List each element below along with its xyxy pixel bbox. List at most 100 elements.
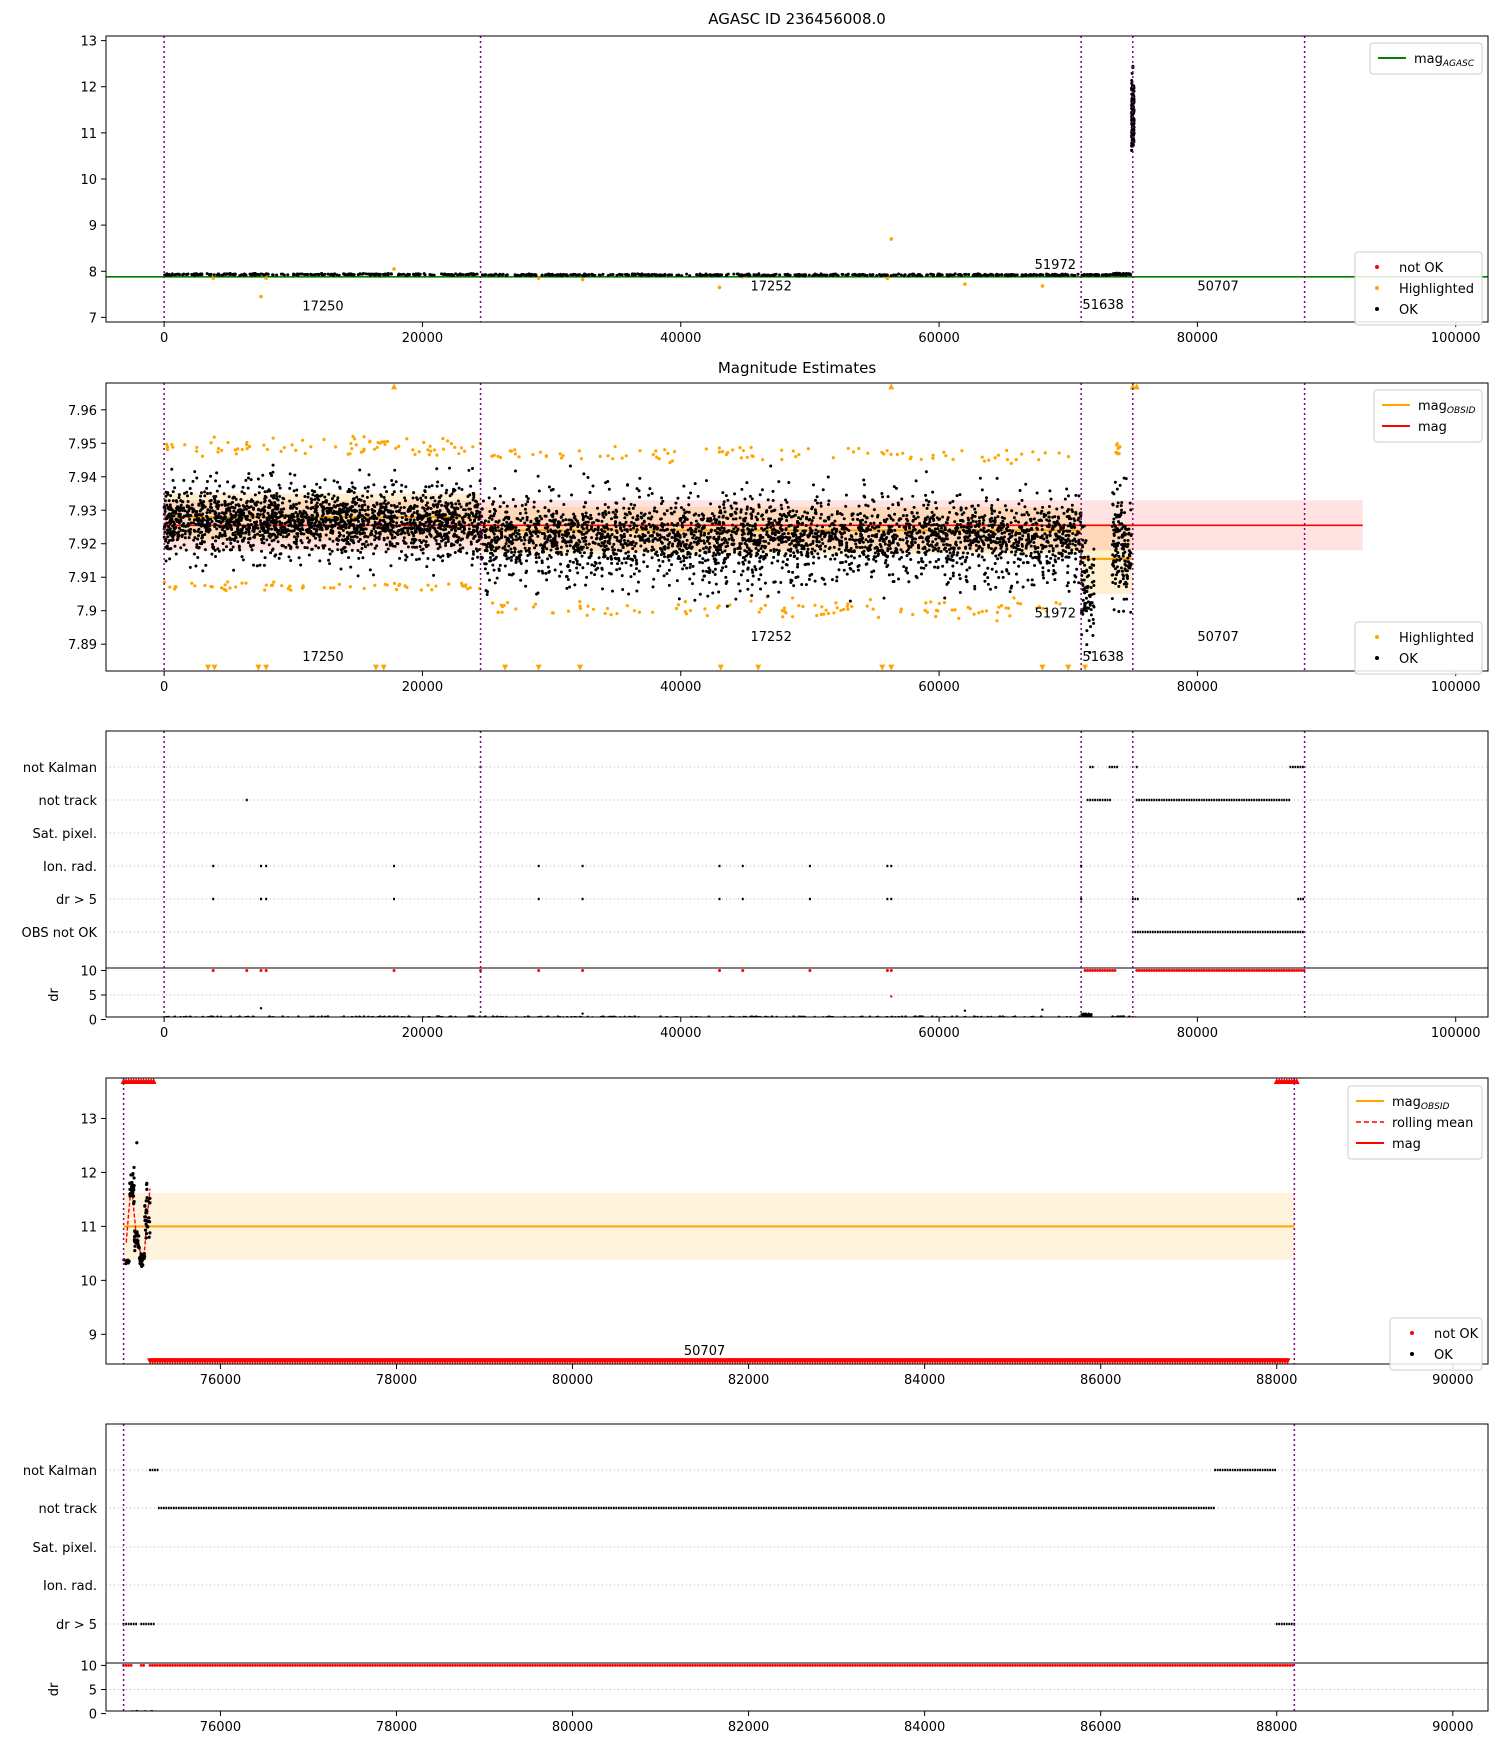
ok-point — [1051, 572, 1055, 576]
ok-point — [967, 272, 971, 276]
ok-point — [256, 508, 260, 512]
ok-point — [333, 500, 337, 504]
ok-point — [320, 504, 324, 508]
ok-point — [275, 492, 279, 496]
ok-point — [317, 273, 321, 277]
ok-point — [784, 563, 788, 567]
ok-point — [359, 523, 363, 527]
ok-point — [271, 470, 275, 474]
highlighted-point — [434, 584, 438, 588]
ok-point — [721, 515, 725, 519]
ok-point — [477, 517, 481, 521]
ok-point — [230, 505, 234, 509]
highlighted-point — [759, 607, 763, 611]
ok-point — [364, 540, 368, 544]
ok-point — [451, 525, 455, 529]
ok-point — [471, 557, 475, 561]
highlighted-point — [784, 611, 788, 615]
ok-point — [386, 547, 390, 551]
highlighted-point — [731, 448, 735, 452]
ok-point — [189, 506, 193, 510]
ok-point — [872, 508, 876, 512]
ok-point — [182, 543, 186, 547]
ok-point — [340, 551, 344, 555]
ok-point — [623, 516, 627, 520]
ok-point — [807, 577, 811, 581]
highlighted-point — [957, 616, 961, 620]
ok-point — [204, 563, 208, 567]
ok-point — [985, 496, 989, 500]
highlighted-point — [209, 441, 213, 445]
ok-point — [432, 573, 436, 577]
highlighted-point — [1054, 601, 1058, 605]
ok-point — [393, 544, 397, 548]
ok-point — [258, 513, 262, 517]
ok-point — [964, 506, 968, 510]
ok-point — [421, 516, 425, 520]
ok-point — [282, 507, 286, 511]
ok-point — [824, 273, 828, 277]
ok-point — [1049, 556, 1053, 560]
ok-point — [312, 527, 316, 531]
highlighted-point — [162, 580, 166, 584]
highlighted-point — [265, 447, 270, 452]
ok-point — [372, 503, 376, 507]
ok-point — [1057, 556, 1061, 560]
ok-point — [950, 553, 954, 557]
ok-point — [467, 523, 471, 527]
ok-point — [307, 553, 311, 557]
ok-point — [575, 559, 579, 563]
ok-point — [223, 524, 227, 528]
ok-point — [279, 533, 283, 537]
ok-point — [1041, 573, 1045, 577]
ok-point — [170, 514, 174, 518]
ok-point — [314, 520, 318, 524]
ok-point — [572, 550, 576, 554]
ok-point — [282, 497, 286, 501]
ok-point — [193, 536, 197, 540]
ok-point — [324, 527, 328, 531]
ok-point — [195, 476, 199, 480]
ok-point — [982, 526, 986, 530]
ok-point — [236, 532, 240, 536]
ok-point — [476, 502, 480, 506]
highlighted-point — [170, 442, 174, 447]
ok-point — [826, 475, 830, 479]
ok-point — [590, 272, 594, 276]
ok-point — [564, 273, 568, 277]
ok-point — [273, 554, 277, 558]
ok-point — [463, 521, 467, 525]
ok-point — [434, 539, 438, 543]
ok-point — [399, 489, 403, 493]
ok-point — [469, 530, 473, 534]
highlighted-point — [885, 276, 890, 280]
highlighted-point — [923, 608, 927, 613]
ok-point — [754, 527, 758, 531]
ok-point — [1013, 553, 1017, 557]
ok-point — [899, 273, 903, 277]
ok-point — [795, 510, 799, 514]
ok-point — [405, 521, 409, 525]
ok-point — [214, 511, 218, 515]
ok-point — [807, 273, 811, 277]
ok-point — [400, 516, 404, 520]
highlighted-point — [586, 604, 590, 608]
highlighted-point — [931, 453, 935, 457]
ok-point — [234, 530, 238, 534]
ok-point — [450, 521, 454, 525]
ok-point — [414, 530, 418, 534]
ok-point — [871, 273, 875, 277]
ok-point — [892, 273, 896, 277]
ok-point — [894, 273, 898, 277]
ok-point — [240, 539, 244, 543]
ok-point — [423, 509, 427, 513]
ok-point — [666, 273, 670, 277]
ok-point — [396, 533, 400, 537]
ok-point — [342, 272, 346, 276]
ok-point — [295, 545, 299, 549]
ok-point — [281, 501, 285, 505]
ok-point — [711, 522, 715, 526]
ok-point — [475, 505, 479, 509]
ok-point — [835, 579, 839, 583]
ok-point — [411, 496, 415, 500]
